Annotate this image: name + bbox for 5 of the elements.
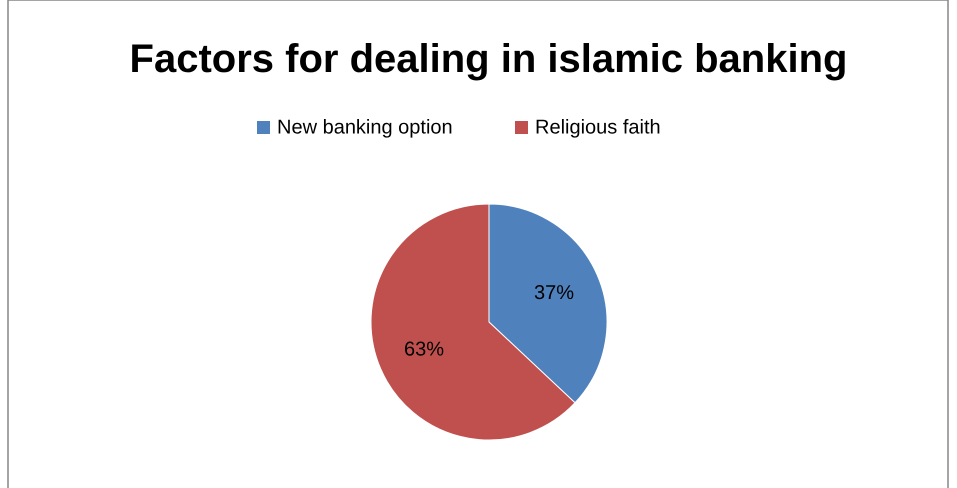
data-label: 63% [404, 338, 444, 360]
legend-label: Religious faith [535, 116, 661, 138]
chart-title: Factors for dealing in islamic banking [130, 37, 848, 81]
data-label: 37% [534, 282, 574, 304]
legend-label: New banking option [277, 116, 453, 138]
